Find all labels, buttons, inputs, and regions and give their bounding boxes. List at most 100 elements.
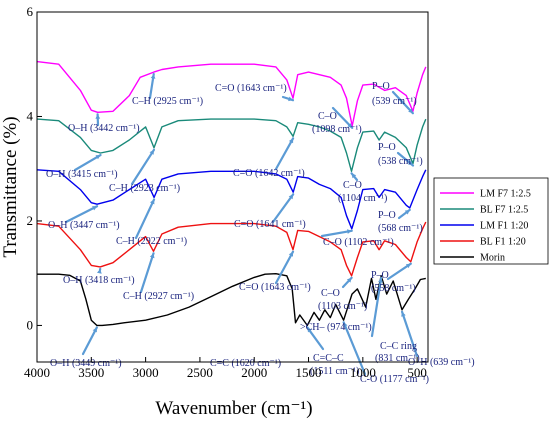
x-tick-label-7: 500 (407, 365, 427, 380)
annotation-label-18: P–O (378, 210, 396, 221)
series-layer (36, 60, 427, 327)
annotation-label-35: O–H (639 cm⁻¹) (408, 357, 475, 368)
annotation-label-21: C–H (2927 cm⁻¹) (123, 291, 194, 302)
annotation-label-2: C=O (1643 cm⁻¹) (215, 83, 287, 94)
annotation-arrowhead-0 (95, 114, 101, 119)
annotation-arrow-14 (64, 205, 99, 224)
annotation-arrow-15 (134, 198, 156, 240)
annotation-arrowhead-7 (95, 155, 101, 160)
annotation-arrowhead-5 (408, 108, 413, 114)
annotation-arrowhead-20 (97, 268, 102, 274)
annotation-label-7: O–H (3415 cm⁻¹) (46, 169, 118, 180)
annotation-arrowhead-1 (150, 74, 156, 79)
series-line-3 (36, 221, 427, 277)
arrow-layer (64, 72, 419, 376)
annotation-label-23: C–O (321, 288, 340, 299)
annotation-arrowhead-21 (149, 253, 155, 259)
annotation-arrow-34 (342, 321, 367, 376)
annotation-arrow-35 (400, 310, 419, 358)
annotation-arrowhead-9 (288, 138, 294, 144)
annotation-arrowhead-14 (92, 206, 98, 211)
legend-label-2: LM F1 1:20 (480, 221, 528, 232)
annotation-label-1: C–H (2925 cm⁻¹) (132, 96, 203, 107)
annotation-label-9: C=O (1642 cm⁻¹) (233, 168, 305, 179)
x-tick-label-4: 2000 (241, 365, 267, 380)
annotation-arrow-21 (139, 252, 155, 294)
annotation-arrow-32 (370, 276, 383, 338)
annotation-label-24: (1103 cm⁻¹) (318, 301, 367, 312)
x-tick-label-0: 4000 (24, 365, 50, 380)
annotation-arrowhead-17 (347, 229, 352, 234)
y-tick-label-2: 4 (27, 108, 34, 123)
annotation-label-20: O–H (3418 cm⁻¹) (63, 275, 135, 286)
annotation-label-33: (831 cm⁻¹) (375, 353, 420, 364)
legend: LM F7 1:2.5 BL F7 1:2.5 LM F1 1:20 BL F1 1:… (433, 177, 549, 265)
annotation-label-13: (538 cm⁻¹) (378, 156, 423, 167)
annotation-arrowhead-3 (347, 123, 353, 128)
annotation-arrowhead-8 (149, 149, 154, 155)
annotation-arrowhead-30 (307, 327, 312, 333)
annotation-label-26: (558 cm⁻¹) (371, 283, 416, 294)
annotation-label-0: O–H (3442 cm⁻¹) (68, 123, 140, 134)
y-axis-title: Transmittance (%) (0, 116, 21, 257)
annotation-arrowhead-32 (378, 277, 383, 283)
x-tick-label-1: 3500 (78, 365, 104, 380)
annotation-arrow-17 (320, 229, 353, 238)
annotation-label-12: P–O (378, 142, 396, 153)
annotation-label-17: C–O (1102 cm⁻¹) (323, 237, 394, 248)
annotation-arrowhead-35 (401, 311, 406, 317)
annotation-label-16: C=O (1641 cm⁻¹) (234, 219, 306, 230)
plot-frame (36, 11, 429, 363)
annotation-arrowhead-22 (288, 251, 293, 257)
annotation-arrowhead-12 (408, 160, 413, 166)
annotation-arrowhead-25 (405, 263, 411, 269)
annotation-arrow-8 (130, 148, 156, 186)
series-line-0 (36, 60, 427, 127)
tick-layer: 4000 3500 3000 2500 2000 1500 1000 500 0 2 4 6 (24, 4, 427, 380)
x-tick-label-2: 3000 (133, 365, 159, 380)
annotation-label-30: C=C–C (313, 353, 344, 364)
annotation-label-10: C–O (343, 180, 362, 191)
legend-label-1: BL F7 1:2.5 (480, 205, 528, 216)
annotation-arrowhead-27 (92, 327, 97, 333)
annotation-label-28: C=C (1620 cm⁻¹) (210, 358, 281, 369)
series-line-2 (36, 169, 427, 230)
annotation-arrowhead-15 (150, 199, 155, 205)
legend-label-3: BL F1 1:20 (480, 237, 526, 248)
annotation-label-6: (539 cm⁻¹) (372, 96, 417, 107)
annotation-arrowhead-16 (288, 194, 294, 200)
annotation-label-5: P–O (372, 81, 390, 92)
x-axis-title: Wavenumber (cm⁻¹) (155, 398, 312, 419)
annotation-arrow-27 (81, 326, 98, 356)
annotation-arrowhead-10 (351, 173, 357, 179)
annotation-arrowhead-23 (346, 277, 352, 283)
annotation-label-25: P–O (371, 270, 389, 281)
annotation-label-11: (1104 cm⁻¹) (338, 193, 387, 204)
annotation-arrow-22 (274, 250, 295, 285)
annotation-label-34: C-O (1177 cm⁻¹) (360, 374, 429, 385)
annotation-arrow-5 (391, 90, 415, 115)
annotation-label-14: O–H (3447 cm⁻¹) (48, 220, 120, 231)
annotation-label-4: (1098 cm⁻¹) (312, 124, 362, 135)
y-tick-label-3: 6 (27, 4, 34, 19)
annotation-arrow-25 (386, 262, 412, 281)
annotation-arrowhead-2 (288, 96, 293, 102)
y-tick-label-1: 2 (27, 213, 34, 228)
annotation-label-29: >CH– (974 cm⁻¹) (300, 322, 372, 333)
annotation-arrow-30 (306, 326, 325, 351)
annotation-label-27: O–H (3449 cm⁻¹) (50, 358, 122, 369)
annotation-arrow-9 (274, 137, 295, 171)
x-tick-label-3: 2500 (187, 365, 213, 380)
annotation-arrow-3 (331, 106, 354, 129)
annotation-arrow-7 (73, 153, 102, 172)
annotation-label-31: (1511 cm⁻¹) (310, 366, 359, 377)
legend-label-4: Morin (480, 253, 505, 264)
annotation-arrow-16 (271, 193, 295, 224)
x-tick-label-6: 1000 (350, 365, 376, 380)
annotation-arrowhead-18 (404, 209, 410, 215)
legend-label-0: LM F7 1:2.5 (480, 189, 531, 200)
x-tick-label-5: 1500 (296, 365, 322, 380)
annotation-layer: O–H (3442 cm⁻¹) C–H (2925 cm⁻¹) C=O (1643 … (46, 81, 475, 385)
annotation-label-32: C–C ring (380, 341, 417, 352)
